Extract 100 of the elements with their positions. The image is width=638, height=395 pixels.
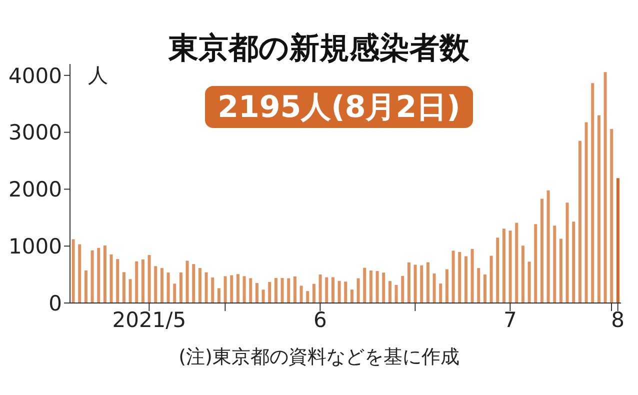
bar <box>591 83 594 303</box>
bar <box>287 278 290 303</box>
bar <box>154 266 158 303</box>
bar <box>293 276 296 303</box>
bar <box>325 277 328 303</box>
y-tick-label: 3000 <box>8 120 62 145</box>
bar <box>546 190 550 303</box>
bar <box>363 268 366 303</box>
bar <box>458 252 462 303</box>
x-tick-label: 8 <box>611 308 625 332</box>
bar <box>376 271 379 303</box>
bar <box>445 269 448 303</box>
bar <box>616 178 620 303</box>
y-tick-label: 2000 <box>8 178 62 202</box>
bar <box>268 282 272 303</box>
bar <box>584 122 588 303</box>
bar <box>426 262 430 303</box>
bar <box>128 279 132 303</box>
bar <box>90 250 94 303</box>
bar <box>166 272 170 303</box>
bar <box>578 140 582 303</box>
bar <box>414 264 417 303</box>
bar <box>97 248 100 303</box>
bar <box>350 290 354 303</box>
bar <box>211 277 214 303</box>
bar <box>496 238 500 303</box>
bar <box>610 128 614 303</box>
bar <box>280 278 284 303</box>
bar <box>242 276 246 303</box>
bar <box>338 280 341 303</box>
bar <box>331 277 334 303</box>
bar <box>356 278 360 303</box>
bar <box>160 268 164 303</box>
bar <box>186 260 189 303</box>
bar <box>508 230 512 303</box>
bar <box>432 274 436 303</box>
bar <box>515 222 518 303</box>
bar <box>300 286 303 303</box>
bar <box>116 259 120 303</box>
bar <box>464 256 468 303</box>
bar <box>534 224 538 303</box>
bar <box>141 259 144 303</box>
bar <box>439 284 442 303</box>
y-tick-label: 0 <box>48 291 62 316</box>
bar <box>490 256 493 303</box>
bar <box>192 264 196 303</box>
bar <box>103 246 106 303</box>
y-axis-title: 人 <box>88 62 108 89</box>
text: (注)東京都の資料などを基に作成 <box>178 345 460 370</box>
bar <box>78 244 82 303</box>
bar <box>179 272 182 303</box>
bar <box>122 272 126 303</box>
bar <box>249 278 252 303</box>
bar <box>148 255 151 303</box>
bar <box>262 290 265 303</box>
bar <box>72 239 75 303</box>
bar <box>255 283 258 303</box>
bar <box>204 272 208 303</box>
bar <box>502 228 506 303</box>
bar <box>236 274 240 303</box>
bar <box>572 222 576 303</box>
bar <box>394 284 398 303</box>
bar <box>452 250 455 303</box>
x-tick-label: 7 <box>503 308 517 332</box>
bar <box>604 72 607 303</box>
bar <box>420 265 424 303</box>
bar <box>173 284 176 303</box>
bar <box>369 270 372 303</box>
y-tick-label: 1000 <box>8 234 62 259</box>
bar <box>312 284 316 303</box>
bar <box>407 262 410 303</box>
bar <box>559 238 562 303</box>
bar <box>382 272 386 303</box>
bar <box>110 254 113 303</box>
y-tick-label: 4000 <box>8 64 62 88</box>
bar <box>135 261 138 303</box>
bar <box>597 115 600 303</box>
bar <box>483 274 486 303</box>
bar <box>401 276 404 303</box>
bar <box>217 288 220 303</box>
bar <box>230 275 234 303</box>
bar <box>318 274 322 303</box>
bar <box>84 270 88 303</box>
x-tick-label: 2021/5 <box>112 308 186 332</box>
bar <box>540 198 544 303</box>
text: 2195人(8月2日) <box>205 86 473 128</box>
bar <box>274 278 278 303</box>
bar <box>553 226 556 303</box>
bar <box>528 262 531 303</box>
bar <box>477 268 480 303</box>
x-tick-label: 6 <box>313 308 327 332</box>
chart-title: 東京都の新規感染者数 <box>168 31 470 66</box>
bar <box>566 202 569 303</box>
bar <box>224 276 227 303</box>
bar <box>470 248 474 303</box>
bar <box>388 281 392 303</box>
bar <box>306 291 310 303</box>
bar <box>344 282 348 303</box>
bar <box>521 246 524 303</box>
bar <box>198 268 202 303</box>
